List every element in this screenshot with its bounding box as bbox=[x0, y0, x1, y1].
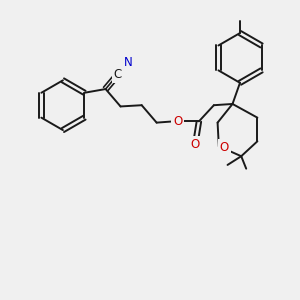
Text: N: N bbox=[124, 56, 132, 69]
Text: O: O bbox=[173, 115, 182, 128]
Text: C: C bbox=[113, 68, 122, 81]
Text: O: O bbox=[220, 141, 229, 154]
Text: O: O bbox=[190, 138, 199, 151]
